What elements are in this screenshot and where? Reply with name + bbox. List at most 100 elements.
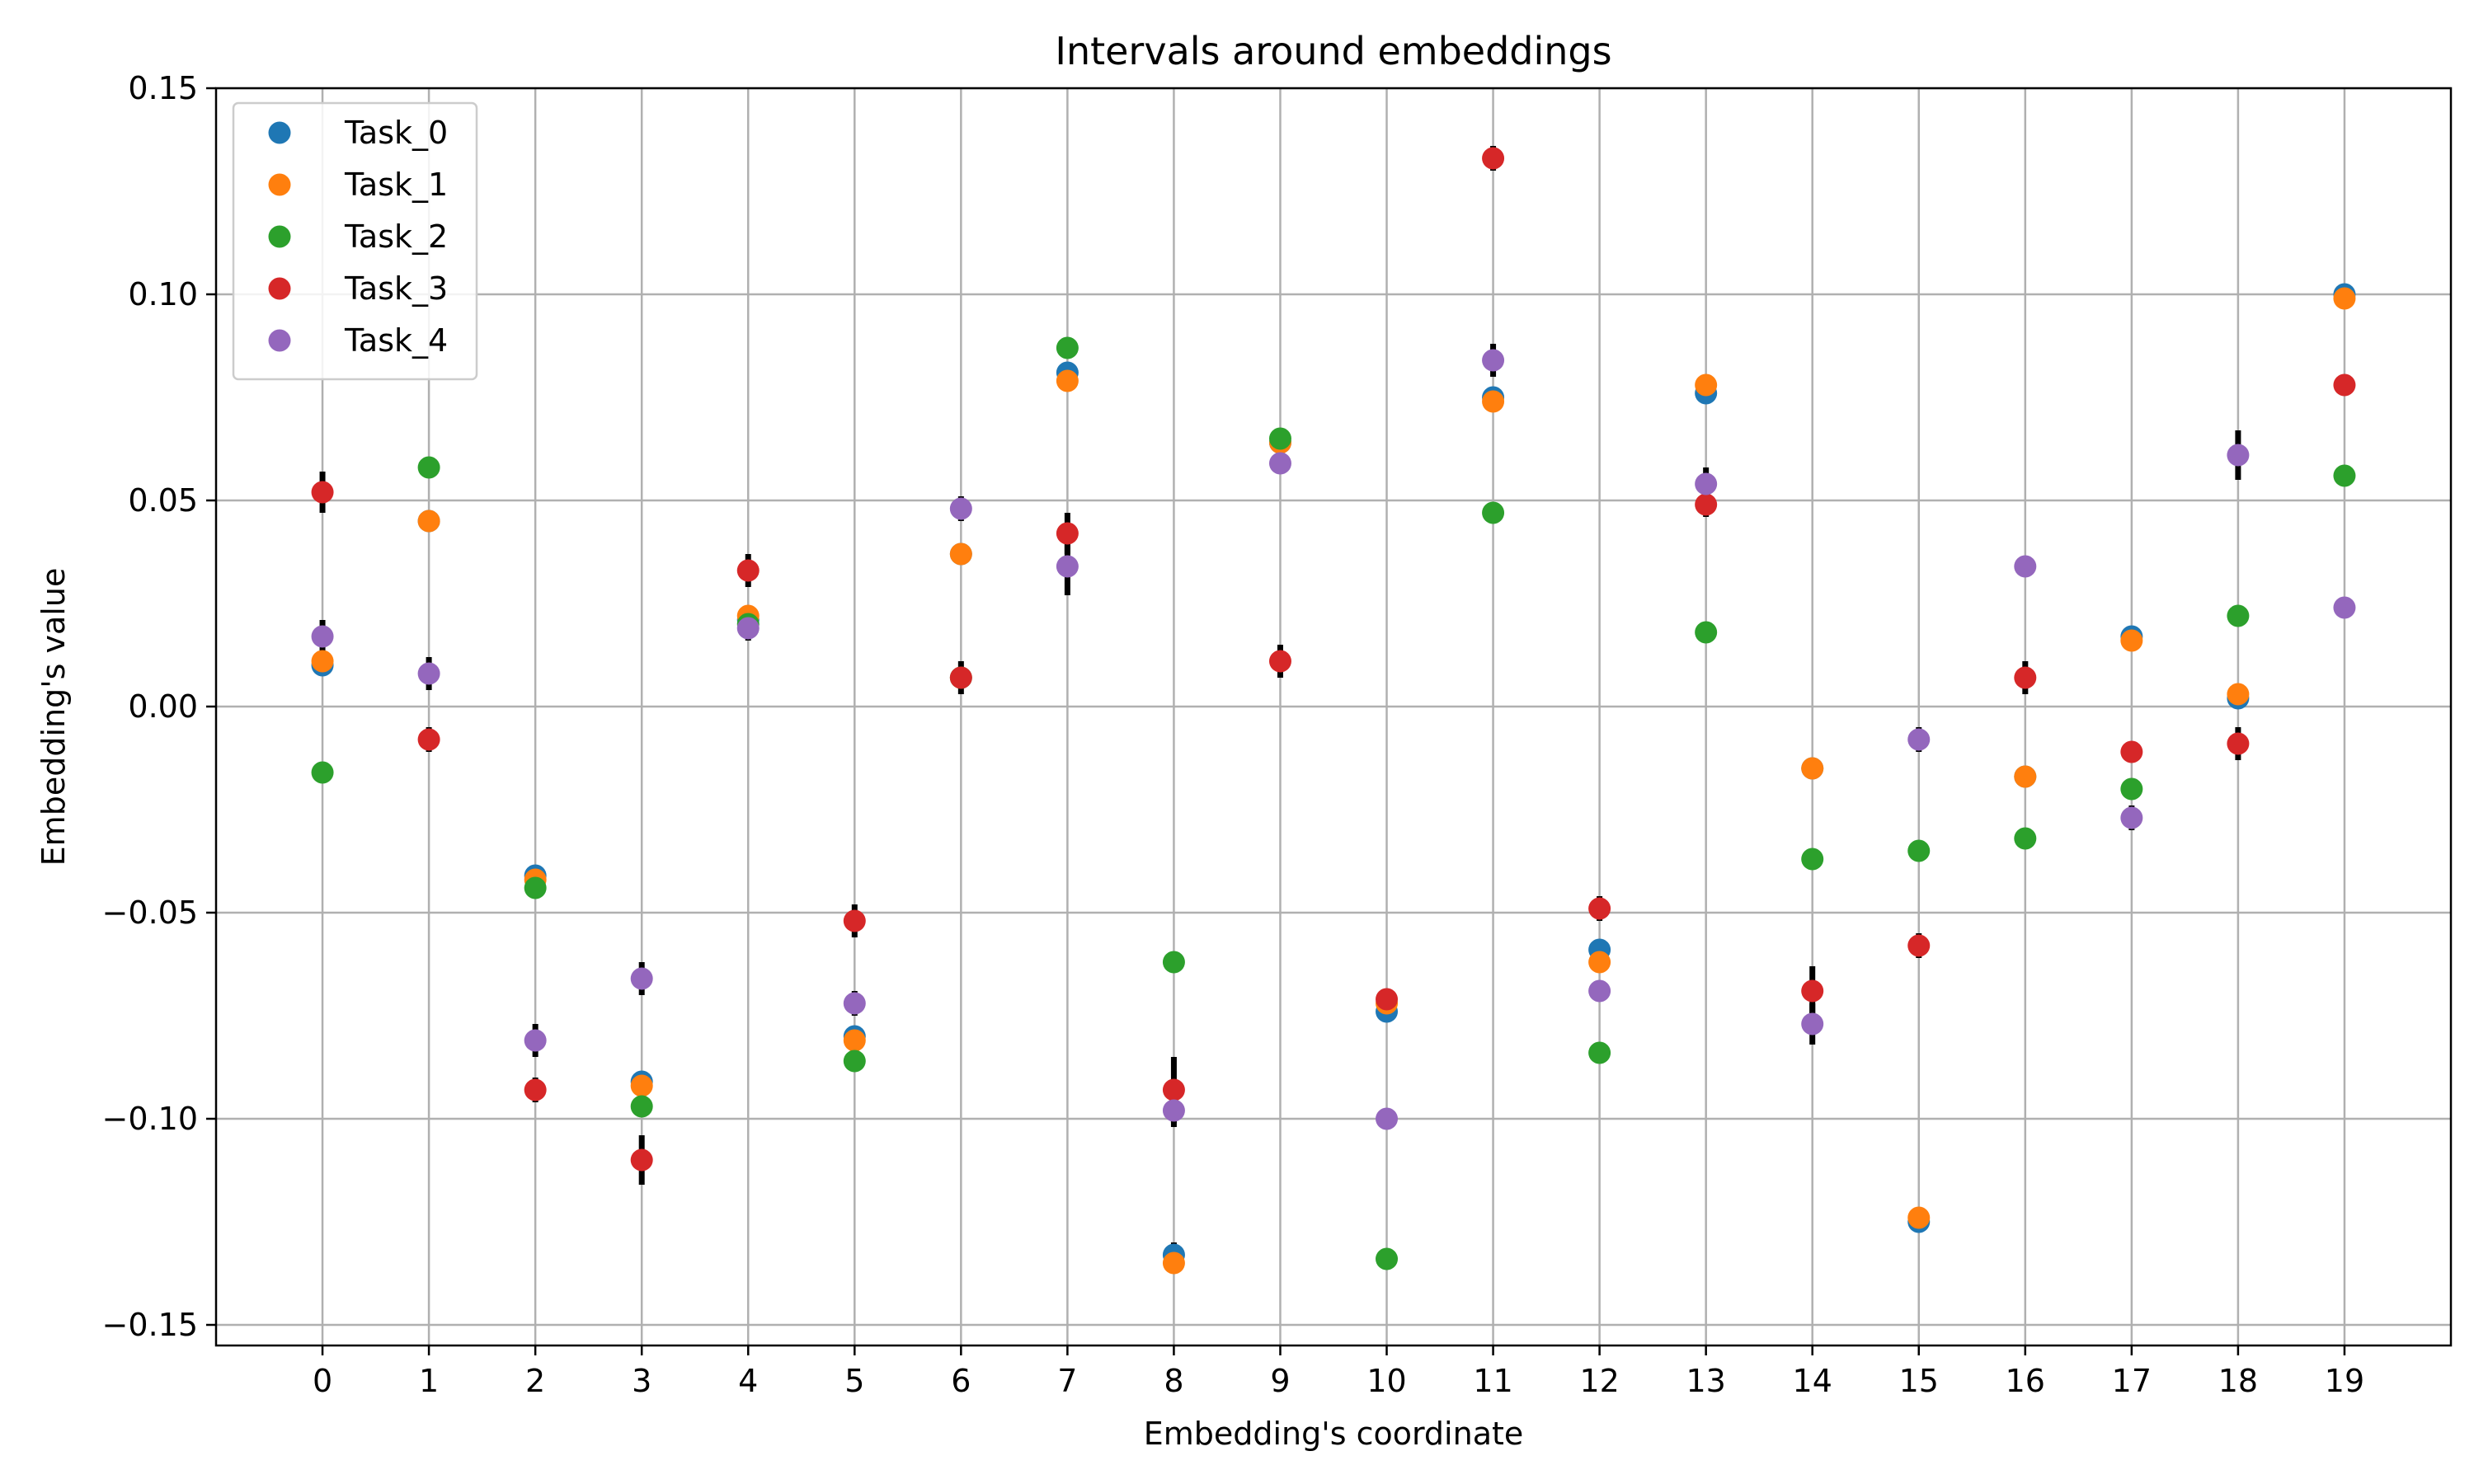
y-tick-label: −0.10 [102,1101,198,1137]
legend-marker [268,225,291,248]
point-task-1 [2120,629,2143,652]
point-task-4 [843,992,866,1015]
y-axis: −0.15 −0.10 −0.05 0.00 0.05 0.10 0.15 [102,70,216,1343]
data-points [311,147,2356,1275]
legend-label: Task_2 [344,218,448,255]
point-task-3 [2227,732,2250,755]
x-tick-label: 10 [1366,1363,1406,1399]
point-task-2 [2014,827,2037,850]
point-task-3 [524,1078,547,1101]
x-tick-label: 18 [2218,1363,2258,1399]
point-task-3 [1268,650,1291,673]
point-task-3 [1376,988,1399,1011]
point-task-4 [2014,555,2037,578]
point-task-2 [1801,848,1824,871]
point-task-1 [2333,287,2356,310]
y-tick-label: 0.00 [128,688,198,725]
y-tick-label: 0.10 [128,276,198,312]
point-task-1 [1907,1206,1931,1229]
point-task-1 [417,510,440,533]
point-task-3 [1695,493,1718,516]
point-task-4 [736,617,760,640]
point-task-2 [630,1095,653,1118]
point-task-2 [524,876,547,899]
point-task-1 [1801,757,1824,780]
point-task-4 [417,662,440,685]
x-tick-label: 8 [1164,1363,1183,1399]
x-tick-label: 16 [2006,1363,2045,1399]
x-tick-label: 17 [2112,1363,2152,1399]
point-task-3 [2333,373,2356,397]
x-tick-label: 14 [1793,1363,1832,1399]
point-task-4 [630,967,653,990]
point-task-4 [311,625,334,648]
point-task-1 [1056,369,1079,392]
x-tick-label: 9 [1270,1363,1290,1399]
point-task-4 [1162,1099,1185,1122]
legend: Task_0 Task_1 Task_2 Task_3 Task_4 [232,101,478,381]
point-task-4 [1801,1012,1824,1036]
point-task-2 [417,456,440,479]
point-task-1 [843,1029,866,1052]
x-tick-label: 19 [2325,1363,2364,1399]
point-task-2 [1268,427,1291,450]
y-tick-label: −0.05 [102,895,198,931]
x-tick-label: 7 [1057,1363,1077,1399]
point-task-3 [311,481,334,504]
legend-marker [268,277,291,300]
y-tick-label: 0.15 [128,70,198,106]
x-tick-label: 4 [738,1363,758,1399]
legend-marker [268,121,291,144]
point-task-3 [736,559,760,582]
plot-frame [214,87,2453,1347]
point-task-4 [1056,555,1079,578]
x-tick-label: 5 [844,1363,864,1399]
point-task-4 [524,1029,547,1052]
point-task-2 [1907,839,1931,862]
point-task-4 [2333,596,2356,619]
point-task-2 [1588,1041,1611,1064]
point-task-1 [1162,1252,1185,1275]
x-tick-label: 15 [1899,1363,1939,1399]
x-tick-label: 11 [1473,1363,1512,1399]
point-task-3 [417,728,440,751]
point-task-2 [1482,501,1505,524]
point-task-2 [311,761,334,784]
point-task-4 [2120,806,2143,829]
point-task-4 [949,497,972,520]
point-task-1 [311,650,334,673]
point-task-2 [1056,336,1079,359]
point-task-2 [843,1050,866,1073]
x-tick-label: 2 [525,1363,545,1399]
point-task-3 [1162,1078,1185,1101]
point-task-1 [1695,373,1718,397]
y-axis-label: Embedding's value [35,568,72,866]
x-tick-label: 12 [1579,1363,1619,1399]
point-task-4 [1482,349,1505,372]
point-task-3 [1801,979,1824,1003]
point-task-1 [2227,683,2250,706]
point-task-3 [949,666,972,689]
x-tick-label: 3 [632,1363,651,1399]
point-task-2 [2333,464,2356,487]
point-task-4 [1695,472,1718,495]
grid [216,87,2451,1345]
point-task-3 [2120,740,2143,763]
point-task-4 [1588,979,1611,1003]
x-tick-label: 0 [313,1363,332,1399]
x-axis: 0 1 2 3 4 5 6 7 8 9 10 11 12 13 14 15 16 17 18 19 [313,1345,2364,1399]
point-task-3 [1056,522,1079,545]
point-task-2 [1376,1247,1399,1270]
point-task-4 [1907,728,1931,751]
chart-title: Intervals around embeddings [1055,29,1611,73]
point-task-3 [1482,147,1505,170]
legend-label: Task_3 [344,270,448,307]
point-task-1 [1588,951,1611,974]
y-tick-label: −0.15 [102,1307,198,1343]
point-task-3 [843,909,866,932]
y-tick-label: 0.05 [128,482,198,519]
point-task-4 [2227,444,2250,467]
point-task-3 [2014,666,2037,689]
x-tick-label: 1 [419,1363,439,1399]
legend-label: Task_4 [344,322,448,359]
